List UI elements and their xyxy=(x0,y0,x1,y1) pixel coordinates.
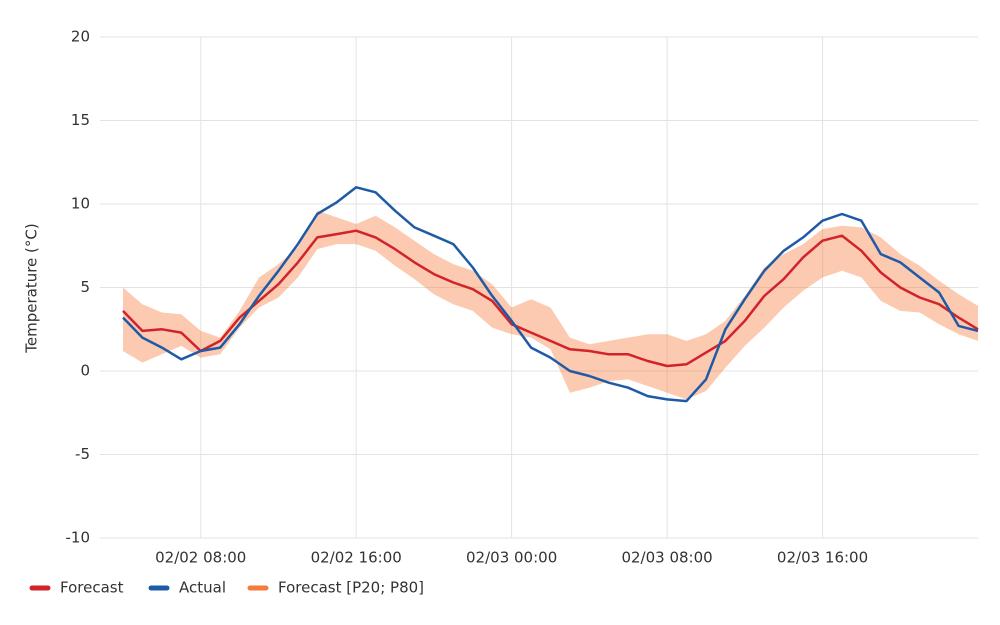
y-tick-label: 5 xyxy=(80,278,90,296)
series-line xyxy=(122,229,979,368)
legend-label[interactable]: Actual xyxy=(179,579,226,597)
y-axis-label: Temperature (°C) xyxy=(23,223,41,353)
legend-label[interactable]: Forecast [P20; P80] xyxy=(278,579,424,597)
x-tick-label: 02/03 00:00 xyxy=(466,549,557,567)
x-tick-label: 02/03 08:00 xyxy=(621,549,712,567)
y-tick-label: 10 xyxy=(71,195,90,213)
x-tick-label: 02/03 16:00 xyxy=(777,549,868,567)
x-tick-label: 02/02 16:00 xyxy=(311,549,402,567)
y-tick-label: 20 xyxy=(71,28,90,46)
x-tick-label: 02/02 08:00 xyxy=(155,549,246,567)
legend-label[interactable]: Forecast xyxy=(60,579,124,597)
series-line xyxy=(122,186,979,403)
y-tick-label: -10 xyxy=(66,529,91,547)
y-tick-label: -5 xyxy=(75,445,90,463)
y-tick-label: 15 xyxy=(71,111,90,129)
y-tick-label: 0 xyxy=(80,362,90,380)
